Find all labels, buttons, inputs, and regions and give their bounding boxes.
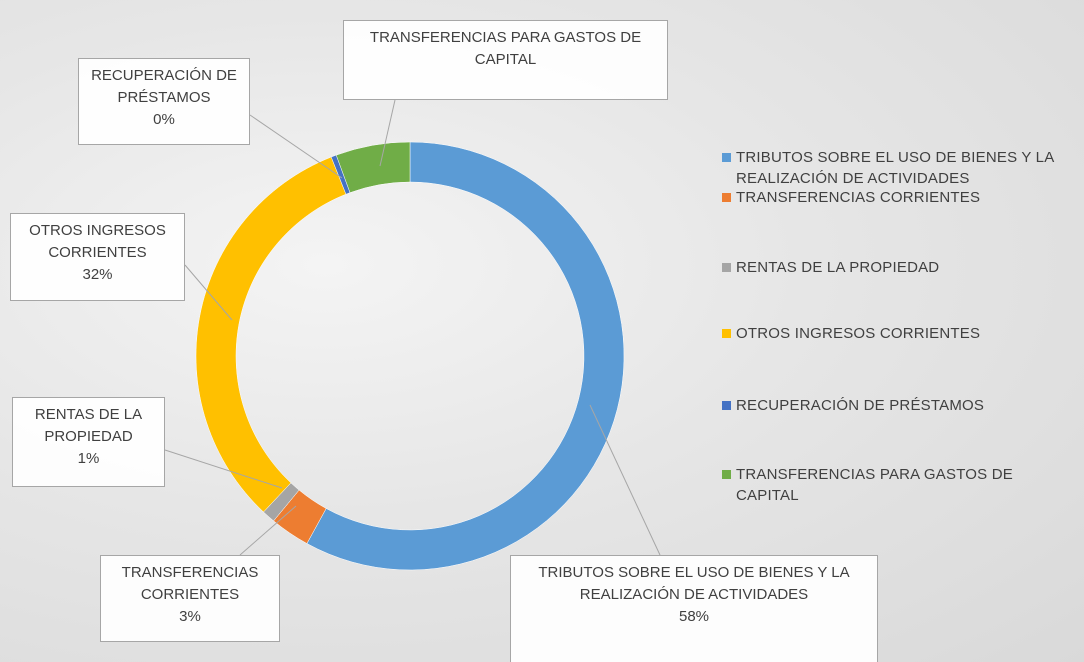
leader-line xyxy=(164,449,283,489)
legend-label: TRANSFERENCIAS PARA GASTOS DE CAPITAL xyxy=(736,466,1013,504)
legend-label: TRANSFERENCIAS CORRIENTES xyxy=(736,189,981,206)
legend-swatch xyxy=(722,153,731,162)
callout-category: OTROS INGRESOS CORRIENTES xyxy=(29,222,166,261)
callout-category: RECUPERACIÓN DE PRÉSTAMOS xyxy=(91,67,237,106)
leader-line xyxy=(379,99,396,167)
leader-line xyxy=(184,264,233,321)
callout-value: 3% xyxy=(179,608,201,625)
donut-slice xyxy=(335,141,411,193)
legend-item: OTROS INGRESOS CORRIENTES xyxy=(722,323,1067,344)
legend-swatch xyxy=(722,193,731,202)
legend-label: RENTAS DE LA PROPIEDAD xyxy=(736,259,940,276)
legend-swatch xyxy=(722,470,731,479)
legend-item: RENTAS DE LA PROPIEDAD xyxy=(722,257,1067,278)
legend-item: TRANSFERENCIAS PARA GASTOS DE CAPITAL xyxy=(722,464,1067,506)
legend-label: RECUPERACIÓN DE PRÉSTAMOS xyxy=(736,397,985,414)
callout-value: 1% xyxy=(77,450,100,467)
callout: RENTAS DE LA PROPIEDAD 1% xyxy=(12,397,165,487)
callout-value: 0% xyxy=(153,111,175,128)
legend-swatch xyxy=(722,401,731,410)
donut-slice xyxy=(306,141,625,571)
callout-category: TRIBUTOS SOBRE EL USO DE BIENES Y LA REA… xyxy=(538,564,850,603)
leader-line xyxy=(249,114,343,179)
legend-label: TRIBUTOS SOBRE EL USO DE BIENES Y LA REA… xyxy=(736,149,1054,187)
callout: TRANSFERENCIAS CORRIENTES 3% xyxy=(100,555,280,642)
callout: RECUPERACIÓN DE PRÉSTAMOS 0% xyxy=(78,58,250,145)
leader-line xyxy=(589,404,661,556)
legend-item: RECUPERACIÓN DE PRÉSTAMOS xyxy=(722,395,1067,416)
donut-slice xyxy=(195,156,347,513)
callout: TRIBUTOS SOBRE EL USO DE BIENES Y LA REA… xyxy=(510,555,878,662)
callout-category: RENTAS DE LA PROPIEDAD xyxy=(34,406,143,445)
legend-item: TRIBUTOS SOBRE EL USO DE BIENES Y LA REA… xyxy=(722,147,1067,189)
legend-swatch xyxy=(722,263,731,272)
callout-category: TRANSFERENCIAS CORRIENTES xyxy=(121,564,259,603)
callout-value: 32% xyxy=(82,266,113,283)
callout: TRANSFERENCIAS PARA GASTOS DE CAPITAL xyxy=(343,20,668,100)
legend-item: TRANSFERENCIAS CORRIENTES xyxy=(722,187,1067,208)
legend-label: OTROS INGRESOS CORRIENTES xyxy=(736,325,981,342)
legend-swatch xyxy=(722,329,731,338)
callout-category: TRANSFERENCIAS PARA GASTOS DE CAPITAL xyxy=(369,29,642,68)
callout: OTROS INGRESOS CORRIENTES 32% xyxy=(10,213,185,301)
callout-value: 58% xyxy=(678,608,710,625)
leader-line xyxy=(239,505,297,556)
